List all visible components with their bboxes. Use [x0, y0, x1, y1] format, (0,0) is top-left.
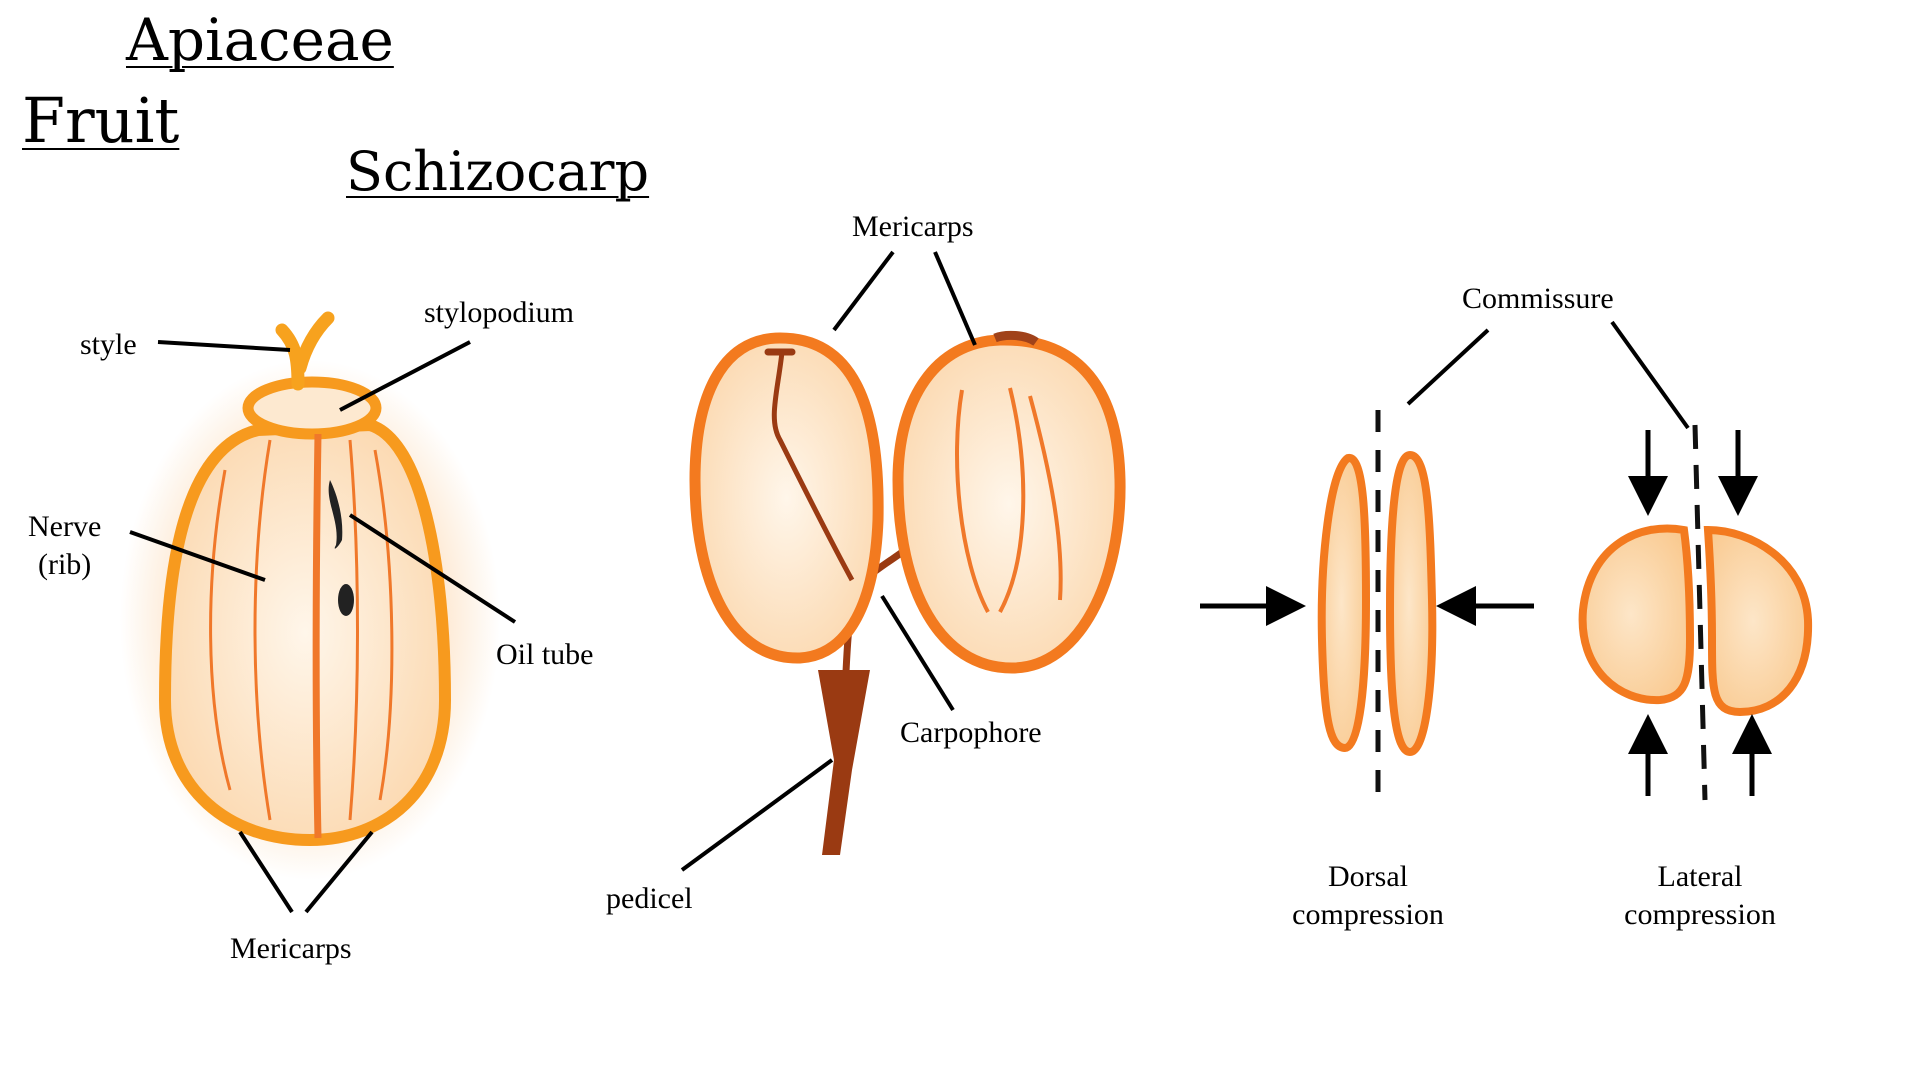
lateral-mericarp-left — [1578, 524, 1695, 705]
label-commissure: Commissure — [1462, 282, 1614, 315]
oil-tube-shape — [328, 480, 343, 549]
label-lateral-line2: compression — [1624, 898, 1776, 931]
label-mericarps-top: Mericarps — [852, 210, 974, 243]
dorsal-mericarp-left — [1317, 454, 1371, 753]
lateral-mericarp-right — [1703, 525, 1813, 717]
label-carpophore: Carpophore — [900, 716, 1042, 749]
leader-mericarps-top — [832, 250, 895, 332]
label-pedicel: pedicel — [606, 882, 693, 915]
leader-commissure — [1406, 328, 1490, 406]
leader-mericarps — [304, 830, 374, 914]
label-dorsal-line1: Dorsal — [1328, 860, 1408, 893]
dorsal-mericarp-right — [1385, 450, 1437, 757]
rib-line — [1028, 395, 1063, 601]
style-shape — [275, 311, 335, 391]
commissure-plane-lateral — [1692, 424, 1708, 801]
style-remnant — [993, 330, 1039, 346]
mericarp-right — [892, 334, 1126, 674]
dorsal-compression-figure — [1200, 328, 1534, 810]
rib-line — [348, 439, 359, 821]
leader-commissure — [1610, 320, 1690, 430]
leader-oil-tube — [348, 513, 517, 624]
rib-line — [209, 469, 232, 791]
label-nerve: Nerve (rib) — [28, 508, 101, 584]
leader-pedicel — [680, 758, 834, 872]
leader-mericarps-top — [933, 251, 977, 346]
title-fruit-type: Schizocarp — [346, 140, 650, 203]
schizocarp-whole — [120, 311, 517, 914]
oil-tube-shape — [338, 584, 354, 616]
rib-line — [955, 389, 990, 613]
leader-style — [157, 340, 291, 352]
stylopodium-shape — [242, 376, 382, 440]
pedicel-shape — [818, 670, 870, 855]
lateral-compression-figure — [1578, 320, 1813, 801]
label-dorsal-line2: compression — [1292, 898, 1444, 931]
label-style: style — [80, 328, 137, 361]
label-oil-tube: Oil tube — [496, 638, 594, 671]
fruit-body — [159, 419, 451, 846]
title-organ: Fruit — [22, 84, 180, 157]
label-nerve-line1: Nerve — [28, 510, 102, 543]
leader-nerve — [129, 530, 266, 582]
commissure-rib — [312, 433, 322, 839]
label-stylopodium: stylopodium — [424, 296, 575, 329]
mericarp-left — [689, 332, 884, 664]
carpophore-inner — [771, 351, 855, 582]
label-lateral-compression: Lateral compression — [1610, 858, 1790, 934]
rib-line — [373, 449, 394, 801]
rib-line — [998, 387, 1026, 613]
label-nerve-line2: (rib) — [37, 548, 92, 581]
split-schizocarp — [680, 250, 1126, 872]
rib-line — [253, 439, 272, 821]
leader-carpophore — [880, 594, 955, 712]
label-mericarps-left: Mericarps — [230, 932, 352, 965]
label-dorsal-compression: Dorsal compression — [1278, 858, 1458, 934]
leader-mericarps — [238, 830, 294, 914]
title-family: Apiaceae — [126, 6, 394, 74]
label-lateral-line1: Lateral — [1657, 860, 1743, 893]
leader-stylopodium — [339, 340, 471, 412]
